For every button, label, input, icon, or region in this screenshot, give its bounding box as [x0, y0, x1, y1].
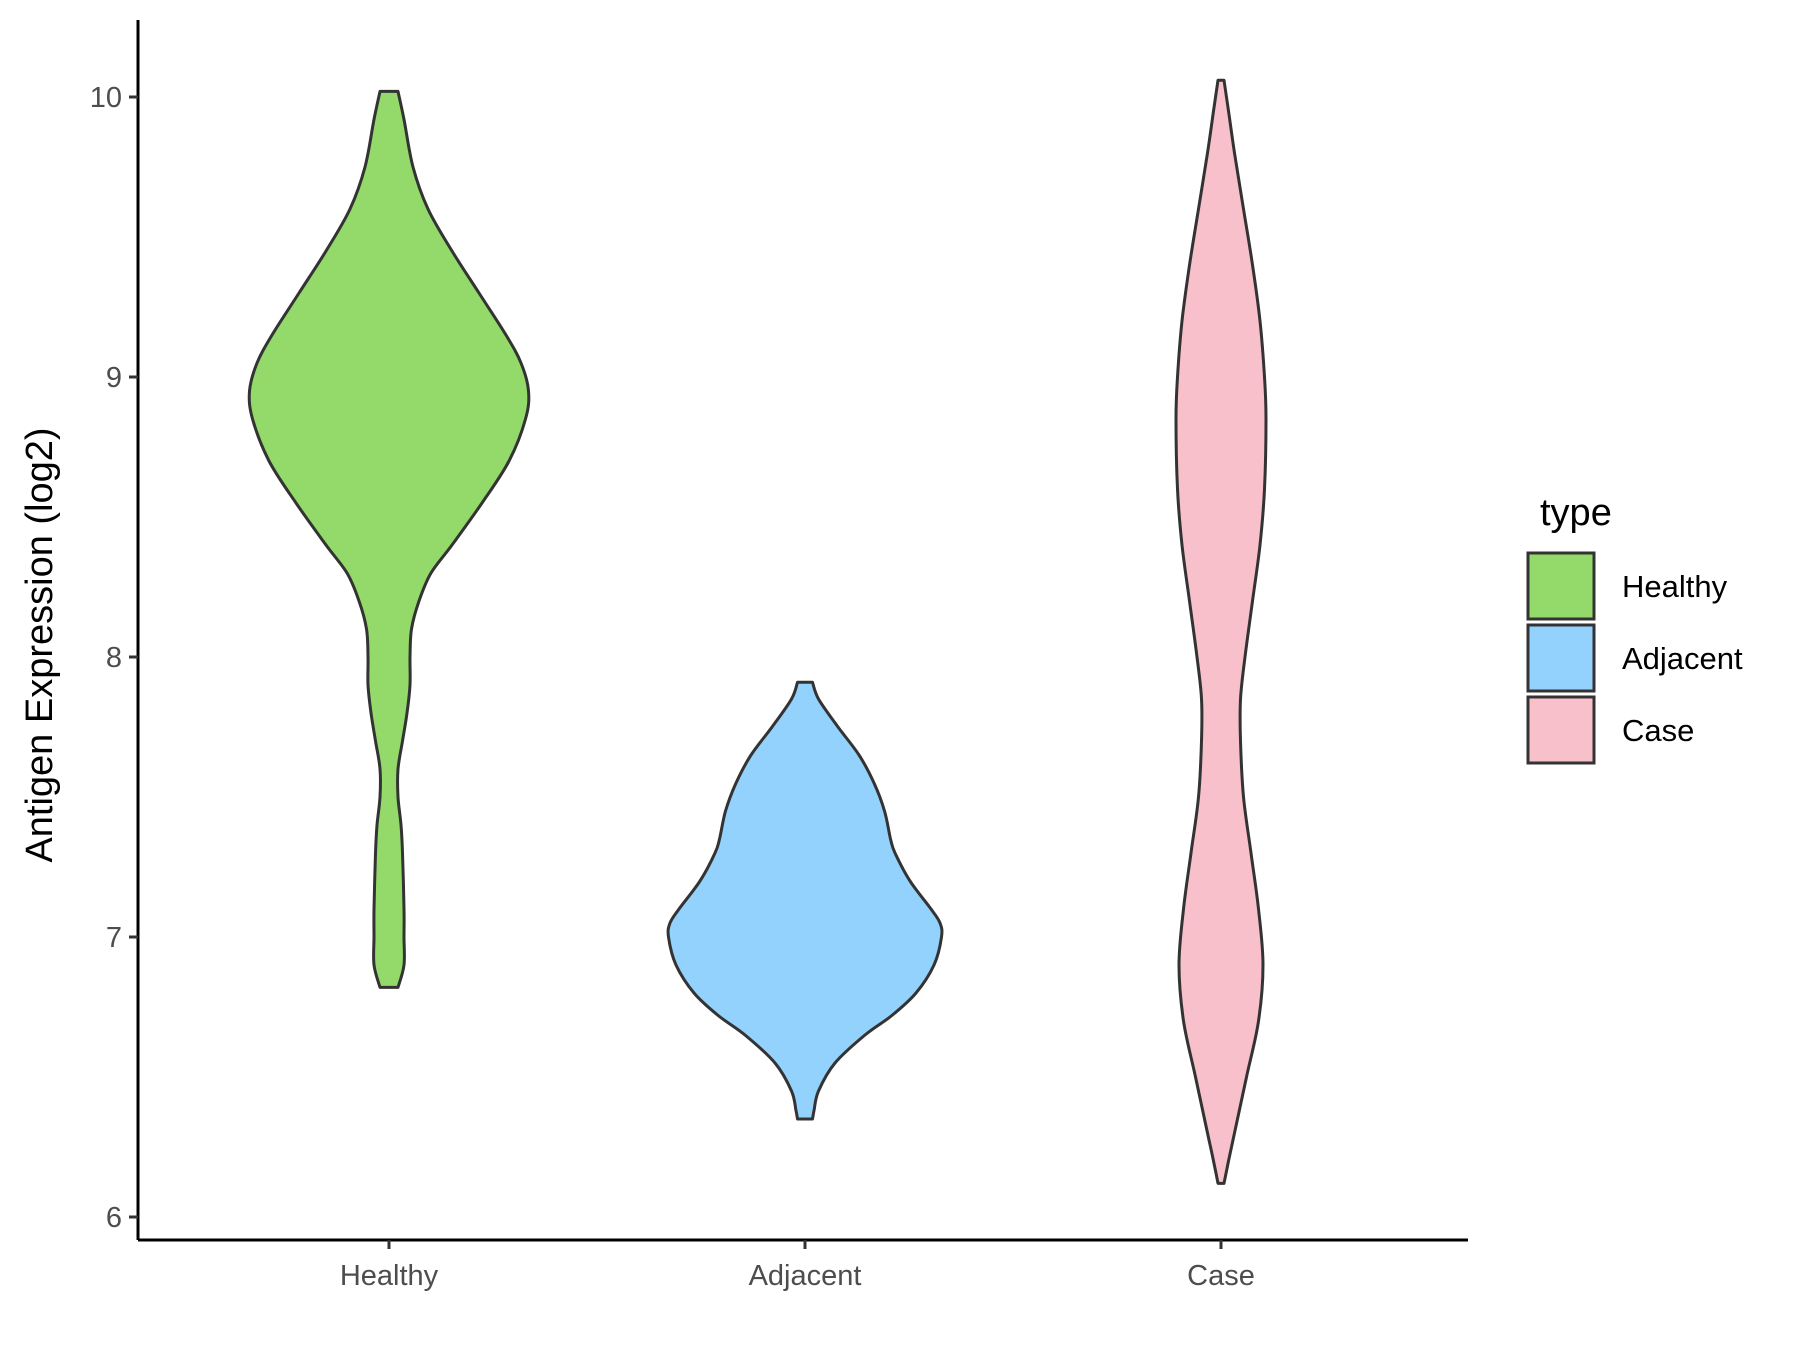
- legend-key-adjacent: [1526, 623, 1596, 693]
- x-ticks: Healthy Adjacent Case: [340, 1240, 1255, 1292]
- legend-key-healthy: [1526, 551, 1596, 621]
- legend-label-case: Case: [1622, 713, 1694, 748]
- y-tick-label: 8: [106, 642, 122, 674]
- y-tick-label: 7: [106, 922, 122, 954]
- legend-label-adjacent: Adjacent: [1622, 641, 1743, 676]
- violin-group: [247, 78, 1268, 1185]
- legend: type Healthy Adjacent Case: [1526, 492, 1743, 765]
- axes: 6 7 8 9 10 Healthy Adjacent Case: [90, 20, 1468, 1292]
- legend-key-case: [1526, 695, 1596, 765]
- x-tick-label: Adjacent: [749, 1260, 862, 1292]
- violin-healthy: [247, 89, 531, 989]
- legend-title: type: [1540, 492, 1612, 534]
- y-tick-label: 6: [106, 1202, 122, 1234]
- x-tick-label: Case: [1187, 1260, 1255, 1292]
- x-tick-label: Healthy: [340, 1260, 439, 1292]
- legend-label-healthy: Healthy: [1622, 569, 1728, 604]
- y-ticks: 6 7 8 9 10: [90, 82, 138, 1234]
- violin-case: [1174, 78, 1268, 1185]
- y-tick-label: 10: [90, 82, 122, 114]
- y-tick-label: 9: [106, 362, 122, 394]
- violin-adjacent: [666, 680, 944, 1121]
- y-axis-title: Antigen Expression (log2): [19, 427, 61, 862]
